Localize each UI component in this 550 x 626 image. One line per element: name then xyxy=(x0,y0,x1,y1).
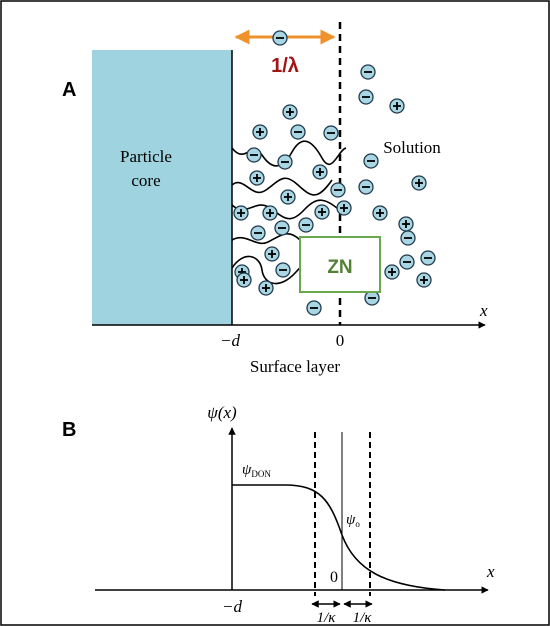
psi-subscript: o xyxy=(355,519,360,529)
kappa-label: 1/κ xyxy=(317,610,337,626)
panel-label: B xyxy=(62,419,76,441)
cation xyxy=(282,104,298,120)
anion xyxy=(275,262,291,278)
cation xyxy=(312,164,328,180)
anion xyxy=(360,64,376,80)
surface-layer-label: Surface layer xyxy=(250,357,340,376)
anion xyxy=(358,179,374,195)
minus-d-label: −d xyxy=(220,331,240,350)
cation xyxy=(258,280,274,296)
zero-label: 0 xyxy=(330,569,338,586)
x-axis-label: x xyxy=(479,301,488,320)
anion xyxy=(272,30,288,46)
psi-o-label: ψo xyxy=(346,512,360,529)
particle-core xyxy=(92,50,232,325)
anion xyxy=(290,124,306,140)
cation xyxy=(262,205,278,221)
cation xyxy=(416,272,432,288)
potential-curve xyxy=(232,484,446,591)
psi-subscript: DON xyxy=(251,469,271,479)
core-label: core xyxy=(131,171,160,190)
chain xyxy=(231,177,333,196)
anion xyxy=(246,147,262,163)
cation xyxy=(236,272,252,288)
anion xyxy=(323,125,339,141)
cation xyxy=(336,200,352,216)
anion xyxy=(330,182,346,198)
psi-symbol: ψ xyxy=(242,462,252,478)
anion xyxy=(364,290,380,306)
anion xyxy=(399,254,415,270)
cation xyxy=(314,204,330,220)
anion xyxy=(306,300,322,316)
cation xyxy=(384,264,400,280)
cation xyxy=(264,246,280,262)
cation xyxy=(233,205,249,221)
cation xyxy=(252,124,268,140)
chain xyxy=(231,232,301,245)
anion xyxy=(250,225,266,241)
cation xyxy=(249,170,265,186)
anion xyxy=(277,154,293,170)
psi-symbol: ψ xyxy=(346,512,356,528)
anion xyxy=(358,89,374,105)
zn-label: ZN xyxy=(327,257,352,278)
cation xyxy=(372,205,388,221)
psi-don-label: ψDON xyxy=(242,462,271,479)
cation xyxy=(280,189,296,205)
zero-label: 0 xyxy=(336,331,345,350)
ions xyxy=(233,30,436,316)
zn-box xyxy=(299,236,381,293)
y-axis-label: ψ(x) xyxy=(207,403,237,422)
cation xyxy=(411,175,427,191)
minus-d-label: −d xyxy=(222,597,242,616)
anion xyxy=(274,220,290,236)
cation xyxy=(398,216,414,232)
anion xyxy=(298,217,314,233)
chain xyxy=(231,199,345,220)
panel-label: A xyxy=(62,79,76,101)
cation xyxy=(389,98,405,114)
x-axis-label: x xyxy=(486,562,495,581)
anion xyxy=(400,230,416,246)
kappa-label: 1/κ xyxy=(353,610,373,626)
core-label: Particle xyxy=(120,147,172,166)
anion xyxy=(420,250,436,266)
anion xyxy=(363,153,379,169)
solution-label: Solution xyxy=(383,138,441,157)
lambda-label: 1/λ xyxy=(271,55,299,77)
